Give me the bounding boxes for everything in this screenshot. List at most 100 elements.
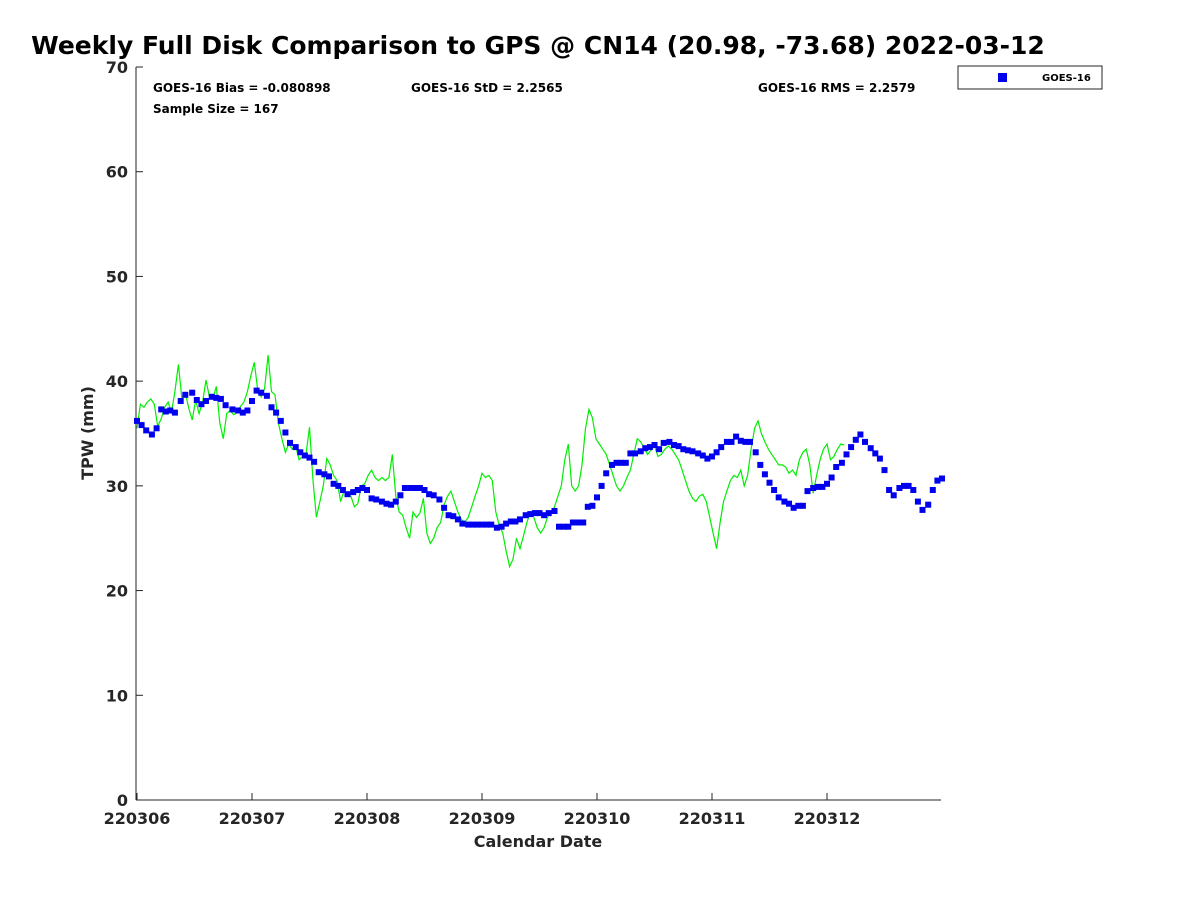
goes16-point bbox=[249, 398, 255, 404]
goes16-point bbox=[929, 487, 936, 493]
goes16-point bbox=[162, 408, 169, 415]
legend: GOES-16 bbox=[957, 65, 1103, 90]
goes16-point bbox=[896, 485, 903, 491]
legend-marker-goes16 bbox=[998, 73, 1007, 82]
goes16-point bbox=[843, 451, 850, 458]
goes16-point bbox=[193, 397, 200, 403]
goes16-point bbox=[632, 450, 638, 457]
goes16-point bbox=[925, 501, 932, 508]
x-tick-label: 220309 bbox=[449, 809, 516, 828]
y-axis-label: TPW (mm) bbox=[78, 386, 97, 480]
goes16-point bbox=[153, 425, 160, 432]
goes16-point bbox=[421, 487, 428, 493]
goes16-point bbox=[441, 504, 448, 511]
goes16-point bbox=[339, 487, 346, 493]
goes16-point bbox=[277, 417, 284, 424]
y-axis-ticks: 0 10 20 30 40 50 60 70 bbox=[106, 58, 143, 810]
goes16-point bbox=[886, 487, 893, 493]
goes16-point bbox=[622, 459, 629, 466]
x-tick-label: 220310 bbox=[564, 809, 631, 828]
goes16-point bbox=[282, 429, 289, 436]
goes16-point bbox=[134, 417, 140, 424]
goes16-point bbox=[498, 523, 505, 530]
x-tick-label: 220311 bbox=[679, 809, 746, 828]
y-tick-label: 0 bbox=[117, 791, 128, 810]
y-tick-label: 70 bbox=[106, 58, 128, 77]
goes16-point bbox=[666, 438, 673, 445]
goes16-point bbox=[407, 485, 414, 491]
goes16-point bbox=[761, 471, 768, 478]
goes16-point bbox=[589, 502, 596, 509]
goes16-point bbox=[507, 518, 514, 525]
goes16-point bbox=[862, 438, 868, 445]
goes16-point bbox=[459, 520, 466, 527]
goes16-point bbox=[603, 470, 610, 477]
goes16-point bbox=[158, 406, 165, 413]
goes16-point bbox=[364, 487, 370, 493]
goes16-point bbox=[321, 471, 328, 478]
goes16-point bbox=[804, 488, 811, 495]
goes16-point bbox=[684, 447, 691, 454]
goes16-point bbox=[430, 492, 437, 499]
goes16-point bbox=[306, 454, 313, 461]
goes16-point bbox=[580, 519, 587, 526]
y-tick-label: 50 bbox=[106, 267, 128, 286]
goes16-point bbox=[244, 407, 251, 414]
goes16-point bbox=[905, 482, 912, 489]
goes16-point bbox=[239, 409, 246, 416]
y-tick-label: 60 bbox=[106, 163, 128, 182]
goes16-point bbox=[311, 458, 318, 465]
goes16-point bbox=[824, 480, 830, 487]
goes16-point bbox=[469, 521, 476, 528]
goes16-point bbox=[723, 438, 730, 445]
goes16-point bbox=[569, 519, 576, 526]
goes16-point bbox=[297, 449, 304, 456]
goes16-point bbox=[177, 398, 184, 404]
goes16-point bbox=[786, 500, 792, 507]
legend-box bbox=[957, 65, 1103, 90]
goes16-point bbox=[189, 389, 196, 396]
goes16-point bbox=[660, 439, 667, 446]
goes16-point bbox=[857, 431, 864, 438]
goes16-point bbox=[671, 442, 677, 448]
goes16-point bbox=[609, 461, 615, 468]
goes16-point bbox=[838, 459, 845, 466]
y-tick-label: 20 bbox=[106, 582, 128, 601]
goes16-point bbox=[483, 521, 490, 528]
goes16-point bbox=[378, 498, 385, 505]
goes16-point bbox=[781, 498, 788, 505]
x-axis-label: Calendar Date bbox=[474, 832, 603, 851]
goes16-point bbox=[799, 502, 806, 509]
goes16-point bbox=[584, 503, 591, 510]
x-tick-label: 220308 bbox=[334, 809, 401, 828]
goes16-point bbox=[545, 510, 552, 517]
goes16-point bbox=[642, 445, 649, 452]
goes16-point bbox=[709, 453, 715, 460]
goes16-point bbox=[344, 491, 351, 498]
goes16-point bbox=[910, 487, 917, 493]
plot-area: 0 10 20 30 40 50 60 70 220306 220307 220308 220309… bbox=[104, 58, 945, 828]
x-axis-ticks: 220306 220307 220308 220309 220310 220311 2203… bbox=[104, 793, 860, 828]
goes16-point bbox=[819, 483, 826, 490]
goes16-point bbox=[766, 479, 773, 486]
goes16-point bbox=[613, 459, 620, 466]
goes16-point bbox=[594, 494, 600, 501]
goes16-point bbox=[287, 439, 293, 446]
goes16-point bbox=[651, 442, 658, 448]
goes16-point bbox=[848, 444, 855, 451]
goes16-point bbox=[503, 520, 510, 527]
goes16-point bbox=[436, 496, 443, 503]
goes16-point bbox=[368, 495, 375, 502]
axes-box bbox=[136, 67, 941, 800]
goes16-point bbox=[465, 521, 472, 528]
goes16-point bbox=[182, 391, 189, 398]
goes16-point bbox=[656, 446, 663, 453]
goes16-point bbox=[934, 477, 941, 484]
y-tick-label: 40 bbox=[106, 372, 128, 391]
goes16-point bbox=[412, 485, 419, 491]
stats-panel: GOES-16 Bias = -0.080898 GOES-16 StD = 2… bbox=[153, 81, 915, 116]
goes16-point bbox=[728, 438, 735, 445]
goes16-point bbox=[536, 510, 543, 517]
goes16-point bbox=[771, 487, 778, 493]
